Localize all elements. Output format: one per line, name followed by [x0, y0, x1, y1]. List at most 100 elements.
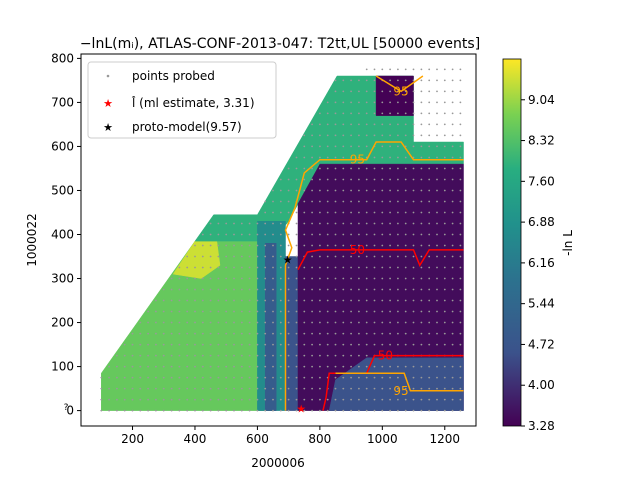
probe-point — [194, 288, 196, 291]
probe-point — [256, 343, 259, 346]
probe-point — [412, 321, 415, 324]
probe-point — [443, 387, 446, 390]
probe-point — [264, 409, 267, 412]
probe-point — [436, 79, 438, 82]
probe-point — [225, 409, 228, 412]
probe-point — [287, 365, 290, 368]
probe-point — [201, 288, 204, 291]
legend-marker-probed — [106, 74, 110, 78]
probe-point — [319, 134, 321, 137]
probe-point — [233, 332, 235, 335]
probe-point — [326, 233, 329, 236]
contour-line-50-0 — [297, 249, 464, 271]
probe-point — [358, 123, 360, 126]
probe-point — [303, 376, 306, 379]
probe-point — [420, 167, 423, 170]
probe-point — [420, 68, 423, 71]
probe-point — [350, 145, 352, 148]
probe-point — [311, 134, 313, 137]
probe-point — [381, 343, 384, 346]
probe-point — [209, 365, 212, 368]
y-axis-ticks: 0 100 200 300 400 500 600 700 800 — [51, 51, 81, 418]
probe-point — [116, 387, 118, 390]
probe-point — [451, 134, 454, 137]
probe-point — [389, 101, 391, 104]
probe-point — [217, 343, 220, 346]
probe-point — [311, 255, 313, 258]
probe-point — [451, 343, 454, 346]
probe-point — [256, 354, 259, 357]
probe-point — [334, 222, 337, 225]
x-tick-label: 400 — [184, 432, 207, 446]
probe-point — [287, 376, 290, 379]
probe-point — [342, 310, 345, 313]
probe-point — [459, 409, 462, 412]
probe-point — [350, 354, 352, 357]
probe-point — [248, 387, 251, 390]
probe-point — [420, 123, 423, 126]
probe-point — [358, 90, 360, 93]
probe-point — [287, 387, 290, 390]
probe-point — [459, 288, 462, 291]
probe-point — [326, 112, 329, 115]
probe-point — [428, 365, 431, 368]
probe-point — [420, 244, 423, 247]
probe-point — [358, 112, 360, 115]
probe-point — [404, 123, 407, 126]
probe-point — [365, 112, 368, 115]
probe-point — [404, 398, 407, 401]
probe-point — [326, 156, 329, 159]
probe-point — [451, 233, 454, 236]
probe-point — [162, 310, 165, 313]
probe-point — [373, 332, 376, 335]
probe-point — [139, 332, 142, 335]
plot-frame — [80, 53, 477, 427]
contour-label-95: 95 — [393, 384, 408, 398]
probe-point — [178, 321, 181, 324]
probe-point — [358, 321, 360, 324]
probe-point — [155, 299, 157, 302]
probe-point — [389, 189, 391, 192]
probe-point — [451, 178, 454, 181]
y-tick-label: 100 — [51, 360, 74, 374]
probe-point — [412, 145, 415, 148]
probe-point — [155, 376, 157, 379]
probe-point — [428, 343, 431, 346]
probe-point — [225, 376, 228, 379]
probe-point — [350, 134, 352, 137]
probe-point — [342, 387, 345, 390]
probe-point — [319, 409, 321, 412]
probe-point — [319, 398, 321, 401]
probe-point — [365, 387, 368, 390]
probe-point — [389, 112, 391, 115]
probe-point — [358, 101, 360, 104]
probe-point — [334, 101, 337, 104]
probe-point — [451, 222, 454, 225]
probe-point — [365, 90, 368, 93]
probe-point — [436, 189, 438, 192]
probe-point — [436, 145, 438, 148]
probe-point — [209, 354, 212, 357]
probe-point — [334, 211, 337, 214]
probe-point — [428, 266, 431, 269]
probe-point — [295, 409, 298, 412]
probe-point — [358, 134, 360, 137]
probe-point — [256, 376, 259, 379]
probe-point — [303, 332, 306, 335]
probe-point — [295, 178, 298, 181]
probe-point — [443, 189, 446, 192]
probe-point — [233, 365, 235, 368]
probe-point — [404, 112, 407, 115]
probe-point — [342, 101, 345, 104]
probe-point — [420, 332, 423, 335]
probe-point — [256, 387, 259, 390]
probe-point — [311, 189, 313, 192]
probe-point — [451, 90, 454, 93]
probe-point — [350, 332, 352, 335]
heatmap-regions — [101, 75, 464, 411]
probe-point — [287, 321, 290, 324]
probe-point — [373, 321, 376, 324]
probe-point — [248, 376, 251, 379]
probe-point — [358, 332, 360, 335]
probe-point — [358, 365, 360, 368]
